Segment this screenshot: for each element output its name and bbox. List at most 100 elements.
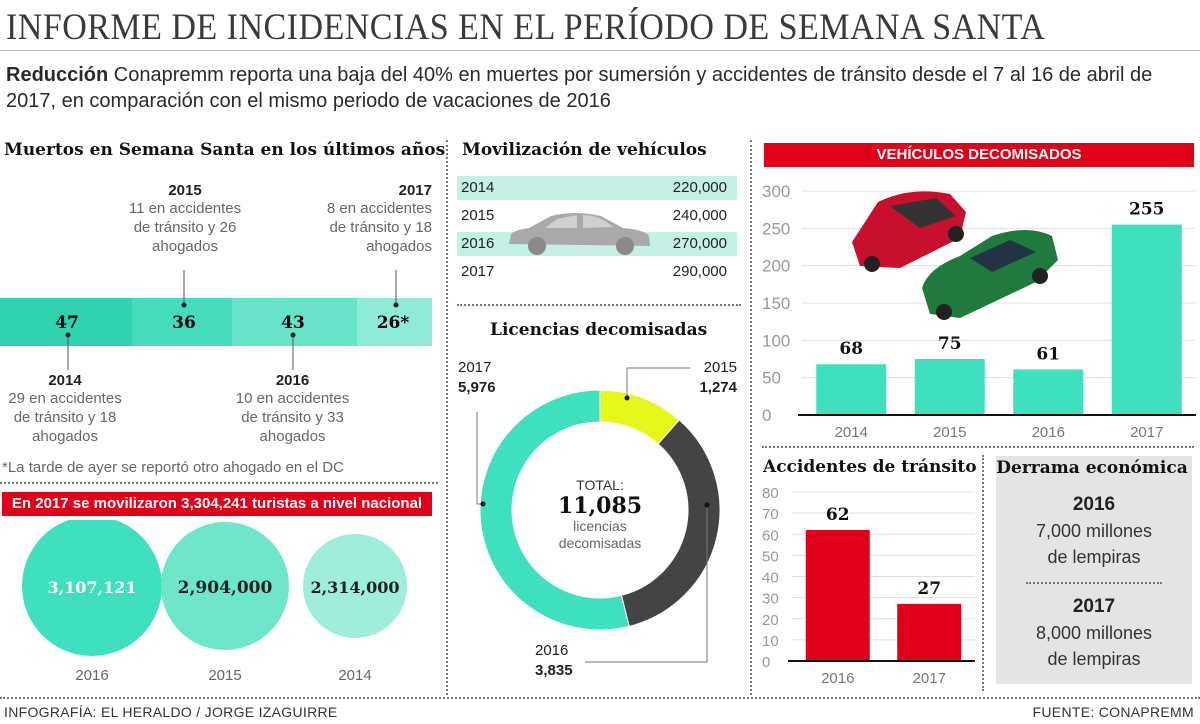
y-tick-label: 80 [762,485,779,502]
turistas-banner: En 2017 se movilizaron 3,304,241 turista… [2,492,432,516]
strip-segment-2014 [0,298,132,346]
slice-label-2016: 2016 [535,642,568,659]
strip-value-2016: 43 [281,313,305,333]
year: 2014 [461,179,495,196]
x-tick-label: 2017 [913,670,946,687]
y-tick-label: 70 [762,506,779,523]
movilizacion-row: 2014 220,000 [457,176,737,200]
value: 290,000 [672,263,727,280]
bar-2017 [1111,224,1182,415]
y-tick-label: 10 [762,633,779,650]
bar-2016 [1013,369,1084,415]
turistas-value-2016: 3,107,121 [47,578,136,597]
detail-line: de tránsito y 26 [133,219,237,236]
column-divider [750,140,752,695]
y-tick-label: 300 [762,182,790,201]
vehiculos-banner: VEHÍCULOS DECOMISADOS [764,143,1194,167]
x-tick-label: 2016 [1032,424,1065,441]
derrama-amount: 8,000 millones [1035,623,1153,643]
strip-value-2014: 47 [55,313,79,333]
slice-label-2015: 2015 [704,359,737,376]
derrama-heading: Derrama económica [996,458,1188,478]
leader-2016 [585,505,708,663]
turistas-year-2014: 2014 [338,667,371,684]
bar-value-label: 62 [826,505,850,525]
turistas-year-2016: 2016 [75,667,108,684]
bar-2015 [914,359,985,415]
slice-value-2016: 3,835 [535,662,573,679]
footer-source: FUENTE: CONAPREMM [1032,704,1194,720]
strip-value-2017: 26* [377,313,410,333]
y-tick-label: 100 [762,331,790,350]
detail-line: ahogados [259,428,326,445]
turistas-circles: 3,107,121 2,904,000 2,314,000 2016 2015 … [22,520,407,684]
year: 2016 [461,235,495,252]
muertos-label-2016: 2016 10 en accidentes de tránsito y 33 a… [215,372,370,446]
slice-label-2017: 2017 [458,359,491,376]
turistas-circle-2016 [22,520,162,656]
bar-value-label: 68 [839,339,863,359]
detail-line: 10 en accidentes [235,390,350,407]
y-tick-label: 150 [762,294,790,313]
leader-2015 [626,367,690,398]
detail-line: de tránsito y 18 [329,219,432,236]
accidentes-chart: 0 10 20 30 40 50 60 70 80 62 2016 27 2017 [762,485,975,687]
turistas-value-2015: 2,904,000 [178,578,273,598]
detail-line: de tránsito y 18 [13,409,117,426]
muertos-footnote: *La tarde de ayer se reportó otro ahogad… [2,459,344,476]
footer-divider [0,697,1200,699]
x-tick-label: 2014 [835,424,868,441]
year: 2015 [461,207,495,224]
derrama-unit: de lempiras [1047,649,1141,669]
muertos-label-2014: 2014 29 en accidentes de tránsito y 18 a… [0,372,140,446]
bar-value-label: 61 [1036,344,1060,364]
licencias-heading: Licencias decomisadas [490,320,708,340]
donut-slice-2016 [620,419,721,628]
movilizacion-row: 2015 240,000 [457,204,737,228]
divider [1026,582,1162,584]
derrama-year: 2016 [1072,494,1116,515]
red-car-icon [852,191,966,272]
car-icon [509,213,650,255]
divider [457,304,741,306]
green-car-icon [922,230,1058,320]
year-label: 2017 [398,182,432,199]
accidentes-heading: Accidentes de tránsito [763,457,977,477]
value: 240,000 [672,207,727,224]
slice-value-2017: 5,976 [458,379,496,396]
page-title: INFORME DE INCIDENCIAS EN EL PERÍODO DE … [6,7,1046,48]
strip-value-2015: 36 [172,313,196,333]
donut-total-value: 11,085 [558,493,642,519]
year: 2017 [461,263,495,280]
year-label: 2015 [168,182,202,199]
turistas-circle-2014 [303,534,407,638]
title-divider [0,50,1200,51]
turistas-year-2015: 2015 [208,667,241,684]
muertos-label-2015: 2015 11 en accidentes de tránsito y 26 a… [105,182,265,256]
x-tick-label: 2015 [933,424,966,441]
strip-segment-2016 [232,298,357,346]
bar-value-label: 255 [1129,200,1165,220]
bar-2017 [897,603,962,661]
y-tick-label: 250 [762,219,790,238]
y-tick-label: 60 [762,527,779,544]
subtitle-text: Conapremm reporta una baja del 40% en mu… [6,64,1153,112]
detail-line: 11 en accidentes [128,200,242,217]
subtitle-lead: Reducción [6,64,109,86]
year-label: 2014 [48,372,82,389]
detail-line: ahogados [366,238,432,255]
y-tick-label: 0 [762,406,771,425]
donut-slice-2017 [479,389,630,631]
y-tick-label: 50 [762,369,781,388]
derrama-year: 2017 [1072,596,1116,617]
detail-line: ahogados [32,428,98,445]
donut-caption: decomisadas [559,535,642,551]
y-tick-label: 50 [762,548,779,565]
detail-line: 29 en accidentes [8,390,122,407]
movilizacion-heading: Movilización de vehículos [462,140,707,160]
bar-2016 [805,530,870,661]
vehiculos-chart: 0 50 100 150 200 250 300 68 2014 75 2015 61 2016 255… [762,182,1196,441]
turistas-circle-2015 [161,522,289,650]
muertos-label-2017: 2017 8 en accidentes de tránsito y 18 ah… [290,182,432,256]
divider [762,446,1194,448]
